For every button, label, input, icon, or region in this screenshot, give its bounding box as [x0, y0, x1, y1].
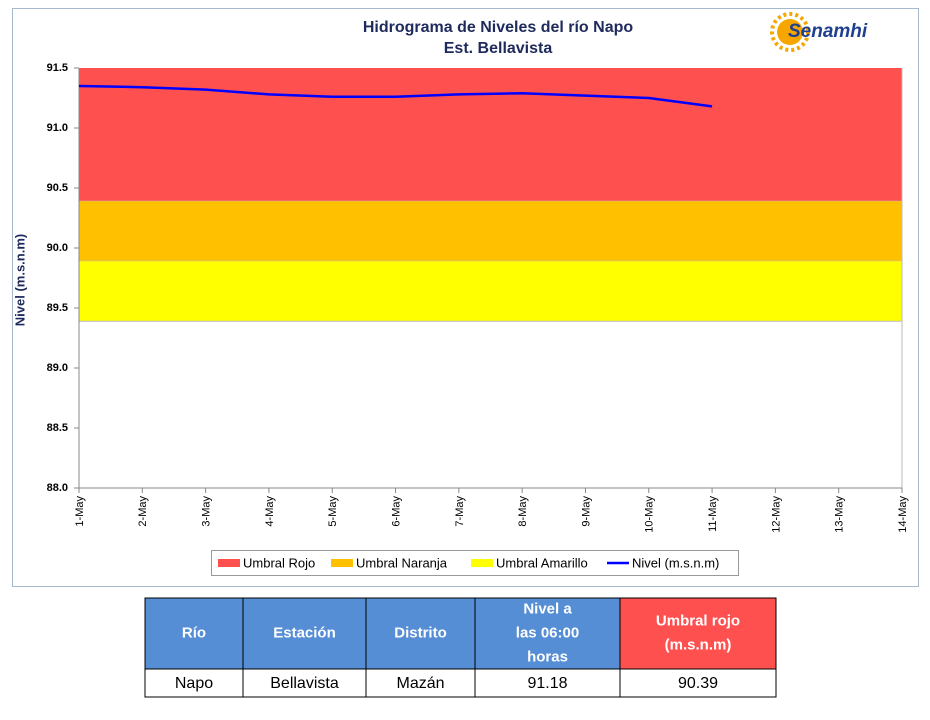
- y-tick-label: 89.5: [47, 302, 68, 314]
- table: Río Estación Distrito Nivel a las 06:00 horas…: [144, 597, 777, 698]
- table-cell: [619, 668, 777, 698]
- x-tick-label: 1-May: [74, 496, 86, 527]
- threshold-band: [79, 201, 902, 262]
- x-tick-label: 11-May: [707, 496, 719, 532]
- table-cell-text: Napo: [175, 675, 213, 692]
- table-header-cell: [474, 597, 621, 670]
- chart-subtitle: Est. Bellavista: [444, 40, 553, 57]
- x-tick-label: 13-May: [834, 496, 846, 533]
- level-line: [78, 84, 713, 108]
- x-tick-label: 4-May: [264, 496, 276, 527]
- x-tick-label: 7-May: [454, 496, 466, 527]
- table-header-text: Umbral rojo (m.s.n.m): [656, 612, 740, 653]
- y-tick-label: 90.5: [47, 182, 68, 194]
- x-tick-label: 6-May: [390, 496, 402, 527]
- legend-label: Umbral Naranja: [356, 555, 448, 570]
- x-tick-label: 8-May: [517, 496, 529, 527]
- x-tick-label: 10-May: [644, 496, 656, 533]
- x-tick-label: 5-May: [327, 496, 339, 527]
- legend: Umbral Rojo Umbral Naranja Umbral Amarillo…: [218, 555, 719, 570]
- threshold-band: [79, 68, 902, 202]
- x-tick-label: 14-May: [897, 496, 909, 533]
- table-cell: [242, 668, 367, 698]
- table-cell-text: 91.18: [527, 675, 567, 692]
- threshold-band: [79, 261, 902, 322]
- legend-label: Umbral Rojo: [243, 555, 315, 570]
- y-tick-label: 88.5: [47, 422, 68, 434]
- legend-swatch: [471, 559, 493, 567]
- y-tick-label: 91.0: [47, 122, 68, 134]
- table-cell-text: Mazán: [396, 675, 444, 692]
- chart-title: Hidrograma de Niveles del río Napo: [363, 19, 634, 36]
- y-axis-label: Nivel (m.s.n.m): [12, 234, 27, 326]
- x-tick-label: 3-May: [201, 496, 213, 527]
- x-tick-label: 2-May: [137, 496, 149, 527]
- table-header-text: Distrito: [394, 624, 447, 641]
- y-tick-label: 91.5: [47, 62, 68, 74]
- table-header-text: Estación: [273, 624, 336, 641]
- y-tick-label: 90.0: [47, 242, 68, 254]
- logo-sun: [777, 19, 803, 45]
- table-cell: [365, 668, 476, 698]
- table-header-cell: [619, 597, 777, 670]
- x-tick-label: 12-May: [770, 496, 782, 533]
- table-header-cell: [144, 597, 244, 670]
- table-header-text: Río: [182, 624, 206, 641]
- table-cell: [144, 668, 244, 698]
- logo: Senamhi: [770, 12, 868, 52]
- table-header-cell: [365, 597, 476, 670]
- plot: 88.0 88.5 89.0 89.5 90.0 90.5 91.0 91.5 1-May 2-M…: [47, 62, 909, 533]
- legend-swatch: [218, 559, 240, 567]
- table-header-cell: [242, 597, 367, 670]
- legend-swatch: [331, 559, 353, 567]
- table-header-text: Nivel a las 06:00 horas: [516, 600, 579, 665]
- legend-label: Umbral Amarillo: [496, 555, 588, 570]
- legend-label: Nivel (m.s.n.m): [632, 555, 719, 570]
- y-tick-label: 89.0: [47, 362, 68, 374]
- y-tick-label: 88.0: [47, 482, 68, 494]
- table-cell-text: Bellavista: [270, 675, 339, 692]
- x-tick-label: 9-May: [580, 496, 592, 527]
- logo-rays: [770, 12, 810, 52]
- table-cell-text: 90.39: [678, 675, 718, 692]
- logo-text: Senamhi: [788, 21, 868, 42]
